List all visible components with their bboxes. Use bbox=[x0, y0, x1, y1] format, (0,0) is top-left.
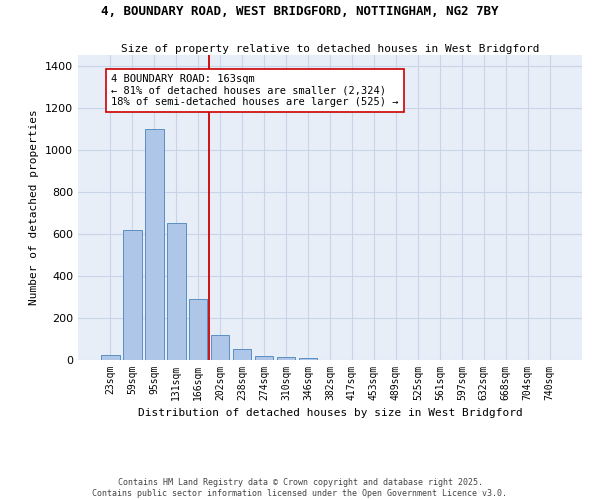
Bar bbox=[101, 354, 119, 360]
Bar bbox=[233, 350, 251, 360]
Text: 4 BOUNDARY ROAD: 163sqm
← 81% of detached houses are smaller (2,324)
18% of semi: 4 BOUNDARY ROAD: 163sqm ← 81% of detache… bbox=[112, 74, 399, 107]
Bar bbox=[189, 299, 208, 360]
Y-axis label: Number of detached properties: Number of detached properties bbox=[29, 110, 40, 306]
Bar bbox=[123, 230, 142, 360]
Text: Contains HM Land Registry data © Crown copyright and database right 2025.
Contai: Contains HM Land Registry data © Crown c… bbox=[92, 478, 508, 498]
Bar bbox=[255, 356, 274, 360]
Title: Size of property relative to detached houses in West Bridgford: Size of property relative to detached ho… bbox=[121, 44, 539, 54]
Bar bbox=[299, 358, 317, 360]
Text: 4, BOUNDARY ROAD, WEST BRIDGFORD, NOTTINGHAM, NG2 7BY: 4, BOUNDARY ROAD, WEST BRIDGFORD, NOTTIN… bbox=[101, 5, 499, 18]
X-axis label: Distribution of detached houses by size in West Bridgford: Distribution of detached houses by size … bbox=[137, 408, 523, 418]
Bar bbox=[167, 224, 185, 360]
Bar bbox=[145, 128, 164, 360]
Bar bbox=[277, 357, 295, 360]
Bar bbox=[211, 335, 229, 360]
